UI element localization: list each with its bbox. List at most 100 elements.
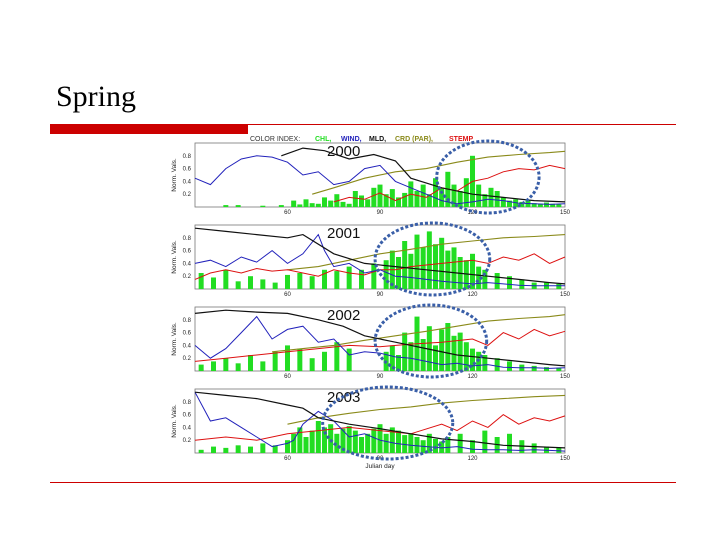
chl-bar [500,197,506,207]
crd-line [287,394,566,425]
chl-bar [235,205,241,207]
chl-bar [476,184,482,207]
chl-bar [328,200,334,207]
chl-bar [371,263,377,289]
chl-bar [433,244,438,289]
panel-2002: 0.2 0.4 0.6 0.8 Norm. Vals. 60 90 120 150 2002 [171,303,571,380]
chl-bar [309,358,315,371]
legend-entry: CHL, [315,136,331,143]
chl-bar [334,271,340,289]
y-tick-label: 0.4 [183,425,192,431]
chl-bar [346,348,352,371]
chl-bar [371,428,377,453]
y-tick-label: 0.6 [183,249,192,255]
chl-bar [340,201,346,207]
chl-bar [482,355,488,371]
x-tick-label: 60 [284,210,291,216]
chl-bar [260,361,266,371]
chl-bar [550,203,556,207]
chl-bar [352,191,358,207]
chl-bar [420,339,426,371]
chl-bar [322,351,327,371]
chl-bar [260,279,266,289]
chl-bar [531,203,537,207]
chl-bar [463,260,469,289]
chl-bar [433,345,438,371]
x-tick-label: 60 [284,292,291,298]
chl-bar [359,437,364,453]
chl-bar [470,253,475,289]
legend-prefix: COLOR INDEX: [250,136,300,143]
stemp-line [194,328,566,362]
chl-bar [445,250,451,289]
chl-bar [544,367,549,371]
chl-bar [303,437,309,453]
chl-bar [531,443,537,453]
chl-bar [248,276,253,289]
chl-bar [346,266,352,289]
y-tick-label: 0.4 [183,179,192,185]
y-axis-label: Norm. Vals. [171,322,178,356]
x-tick-label: 120 [467,456,478,462]
chl-bar [426,231,432,289]
chl-bar [285,274,290,289]
chl-bar [389,427,395,453]
chl-bar [408,433,414,453]
x-tick-label: 150 [560,210,571,216]
y-tick-label: 0.6 [183,331,192,337]
chl-bar [260,205,266,207]
chl-bar [433,178,438,207]
chl-bar [426,194,432,207]
chl-bar [470,440,475,453]
chl-bar [235,445,241,453]
mld-line [194,309,566,367]
chl-bar [519,201,525,207]
y-tick-label: 0.2 [183,192,192,198]
chl-bar [488,187,494,207]
stemp-line [194,253,566,280]
chl-bar [519,279,525,289]
chl-bar [297,427,303,453]
chl-bar [463,342,469,371]
chl-bar [198,273,204,289]
chl-bar [291,200,297,207]
chl-bar [426,326,432,371]
chl-bar [531,365,537,371]
title-accent-bar [50,124,248,134]
chl-bar [476,266,482,289]
y-tick-label: 0.2 [183,438,192,444]
chl-bar [426,433,432,453]
chl-bar [420,247,426,289]
chl-bar [223,447,229,453]
chl-bar [328,424,334,453]
chl-bar [402,192,408,207]
chl-bar [285,345,290,371]
chl-bar [414,234,420,289]
y-axis-label: Norm. Vals. [171,240,178,274]
chl-bar [494,273,500,289]
y-tick-label: 0.6 [183,167,192,173]
bloom-circle [321,385,455,461]
chl-bar [334,433,340,453]
x-tick-label: 150 [560,292,571,298]
chl-bar [507,361,512,371]
chl-bar [439,187,445,207]
wind-line [194,233,565,287]
bottom-rule [50,482,676,483]
y-tick-label: 0.8 [183,318,192,324]
chl-bar [470,348,475,371]
chl-bar [309,203,315,207]
year-label: 2000 [327,143,360,160]
chl-bar [383,260,389,289]
chl-bar [198,449,204,453]
x-tick-label: 120 [467,210,478,216]
chl-bar [556,283,562,289]
chl-bar [235,281,241,289]
bloom-circle [373,221,492,297]
chl-bar [223,269,229,289]
chl-bar [383,433,389,453]
mld-line [194,227,566,285]
chl-bar [408,253,414,289]
x-tick-label: 150 [560,374,571,380]
